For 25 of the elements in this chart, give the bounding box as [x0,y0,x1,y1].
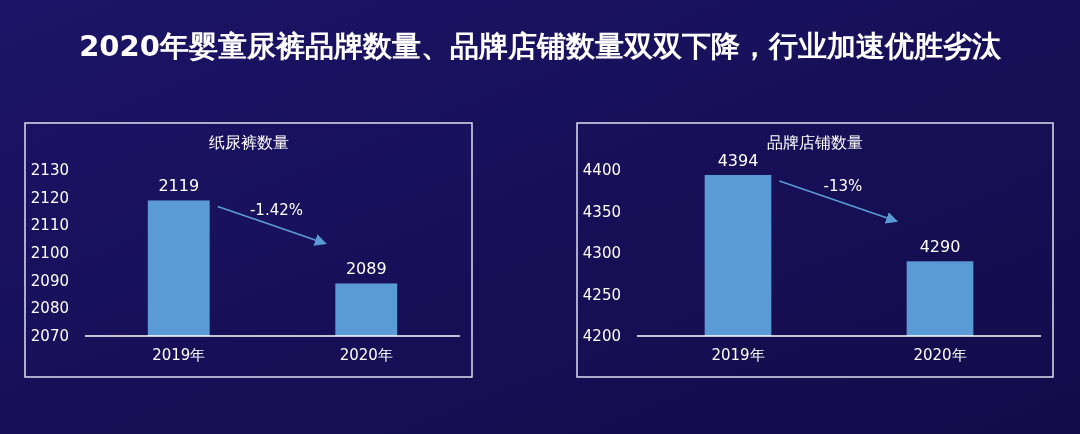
y-tick-label: 2110 [30,216,69,235]
x-tick-label: 2020年 [339,346,393,364]
y-tick-label: 4400 [582,161,621,179]
y-tick-label: 4200 [582,327,621,345]
y-tick-label: 2100 [30,244,69,262]
y-tick-label: 2090 [30,271,69,290]
data-label: 4394 [717,150,759,170]
annotation: -13% [823,177,863,196]
annotation: -1.42% [249,200,304,219]
data-label: 4290 [919,237,961,257]
chart-title: 纸尿裤数量 [208,133,289,152]
x-tick-label: 2020年 [913,346,967,364]
y-tick-label: 2120 [30,188,69,207]
x-tick-label: 2019年 [152,346,206,364]
y-tick-label: 4350 [582,202,621,221]
data-label: 2089 [345,259,387,279]
y-tick-label: 4300 [582,244,621,262]
chart-title: 品牌店铺数量 [767,133,863,152]
data-label: 2119 [158,176,200,196]
y-tick-label: 2130 [30,161,69,179]
y-tick-label: 4250 [582,285,621,304]
x-tick-label: 2019年 [711,346,765,364]
text: 2020年婴童尿裤品牌数量、品牌店铺数量双双下降，行业加速优胜劣汰 [79,29,1002,63]
y-tick-label: 2070 [30,327,69,345]
y-tick-label: 2080 [30,299,69,318]
